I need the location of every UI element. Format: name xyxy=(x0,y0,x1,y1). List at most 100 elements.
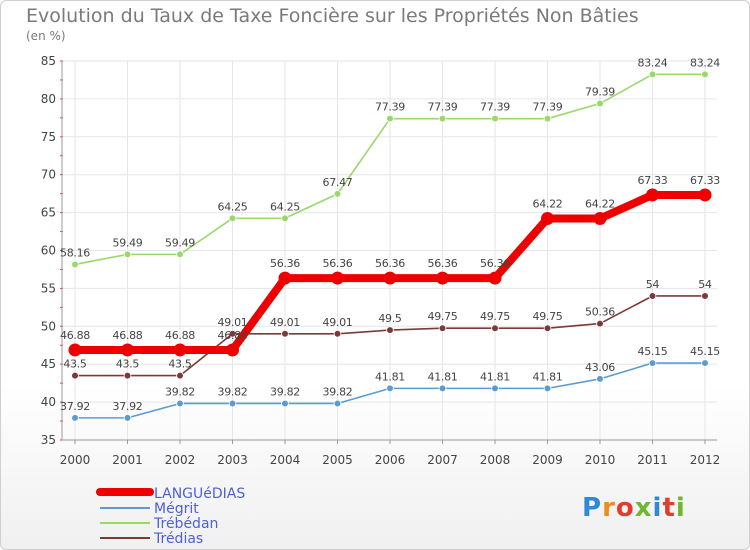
data-label-languedias-2003: 46.88 xyxy=(218,329,248,342)
data-label-megrit-2001: 37.92 xyxy=(113,400,143,413)
data-label-languedias-2009: 64.22 xyxy=(533,198,563,211)
series-languedias xyxy=(68,188,712,357)
data-label-trebedan-2000: 58.16 xyxy=(60,246,90,259)
data-label-trebedan-2010: 79.39 xyxy=(585,86,615,99)
x-tick-label-2006: 2006 xyxy=(375,453,406,467)
legend-label-languedias: LANGUéDIAS xyxy=(154,486,245,502)
point-megrit-2000 xyxy=(71,414,79,422)
data-label-megrit-2012: 45.15 xyxy=(690,345,720,358)
point-tredias-2002 xyxy=(176,371,184,380)
x-tick-label-2002: 2002 xyxy=(165,453,196,467)
logo-text: Proxiti xyxy=(582,493,686,523)
point-megrit-2010 xyxy=(596,375,604,383)
data-label-megrit-2009: 41.81 xyxy=(533,370,563,383)
point-languedias-2002 xyxy=(173,343,187,357)
axes: 35 40 45 50 55 60 65 70 75 80 85 2000 2001 2002 2003 20… xyxy=(41,54,721,467)
y-tick-label-85: 85 xyxy=(41,54,56,68)
data-label-languedias-2004: 56.36 xyxy=(270,257,300,270)
data-label-tredias-2003: 49.01 xyxy=(218,316,248,329)
point-trebedan-2008 xyxy=(491,114,499,123)
chart-subtitle: (en %) xyxy=(26,29,66,43)
point-trebedan-2012 xyxy=(701,70,709,79)
data-label-languedias-2007: 56.36 xyxy=(428,257,458,270)
y-tick-label-65: 65 xyxy=(41,206,56,220)
point-megrit-2012 xyxy=(701,359,709,367)
point-tredias-2000 xyxy=(71,371,79,380)
legend-label-trebedan: Trébédan xyxy=(153,516,218,532)
point-megrit-2008 xyxy=(491,384,499,393)
point-languedias-2008 xyxy=(488,271,502,285)
data-label-trebedan-2002: 59.49 xyxy=(165,236,195,249)
data-label-megrit-2002: 39.82 xyxy=(165,385,195,398)
point-languedias-2004 xyxy=(278,271,292,285)
point-languedias-2001 xyxy=(121,343,134,357)
series-tredias xyxy=(71,292,709,380)
series-trebedan xyxy=(71,70,709,269)
y-tick-label-45: 45 xyxy=(41,357,56,371)
y-tick-label-70: 70 xyxy=(41,168,56,182)
point-megrit-2001 xyxy=(123,414,132,422)
point-tredias-2006 xyxy=(386,326,394,334)
data-label-megrit-2005: 39.82 xyxy=(323,385,353,398)
y-tick-label-50: 50 xyxy=(41,319,56,333)
point-megrit-2003 xyxy=(228,399,237,408)
y-tick-label-75: 75 xyxy=(41,130,56,144)
logo-letter: o xyxy=(616,493,635,523)
data-label-megrit-2006: 41.81 xyxy=(375,370,405,383)
point-languedias-2009 xyxy=(541,212,554,226)
point-languedias-2005 xyxy=(331,271,344,285)
logo-letter: i xyxy=(676,493,686,523)
proxiti-logo: Proxiti xyxy=(582,493,686,523)
point-tredias-2007 xyxy=(438,324,447,332)
point-languedias-2007 xyxy=(436,271,449,285)
x-tick-label-2000: 2000 xyxy=(60,453,91,467)
point-trebedan-2004 xyxy=(281,214,289,223)
data-label-megrit-2004: 39.82 xyxy=(270,385,300,398)
logo-letter: P xyxy=(582,493,602,523)
point-megrit-2002 xyxy=(176,399,184,408)
data-label-trebedan-2008: 77.39 xyxy=(480,101,510,114)
x-tick-label-2005: 2005 xyxy=(322,453,353,467)
data-label-tredias-2009: 49.75 xyxy=(533,310,563,323)
y-tick-label-80: 80 xyxy=(41,92,56,106)
data-label-megrit-2000: 37.92 xyxy=(60,400,90,413)
point-tredias-2012 xyxy=(701,292,709,300)
data-label-megrit-2011: 45.15 xyxy=(638,345,668,358)
point-trebedan-2005 xyxy=(333,190,342,198)
x-tick-label-2011: 2011 xyxy=(637,453,668,467)
data-label-megrit-2010: 43.06 xyxy=(585,361,615,374)
legend: LANGUéDIAS Mégrit Trébédan Trédias xyxy=(96,486,245,547)
point-languedias-2010 xyxy=(593,212,607,226)
data-label-tredias-2010: 50.36 xyxy=(585,306,615,319)
x-tick-label-2009: 2009 xyxy=(532,453,563,467)
logo-letter: t xyxy=(662,493,675,523)
point-megrit-2007 xyxy=(438,384,447,393)
point-tredias-2009 xyxy=(543,324,552,332)
data-label-languedias-2002: 46.88 xyxy=(165,329,195,342)
point-trebedan-2002 xyxy=(176,250,184,259)
logo-letter: i xyxy=(653,493,663,523)
point-languedias-2000 xyxy=(68,343,82,357)
point-megrit-2005 xyxy=(333,399,342,408)
point-megrit-2009 xyxy=(543,384,552,393)
point-languedias-2012 xyxy=(698,188,712,202)
point-languedias-2003 xyxy=(226,343,239,357)
point-trebedan-2003 xyxy=(228,214,237,223)
x-tick-label-2012: 2012 xyxy=(690,453,721,467)
data-label-trebedan-2004: 64.25 xyxy=(270,200,300,213)
data-label-languedias-2011: 67.33 xyxy=(638,174,668,187)
point-trebedan-2009 xyxy=(543,114,552,123)
point-tredias-2001 xyxy=(123,371,132,380)
x-tick-label-2001: 2001 xyxy=(112,453,143,467)
point-trebedan-2001 xyxy=(123,250,132,259)
data-label-languedias-2001: 46.88 xyxy=(113,329,143,342)
point-megrit-2006 xyxy=(386,384,394,393)
point-megrit-2004 xyxy=(281,399,289,408)
legend-label-tredias: Trédias xyxy=(153,531,203,547)
data-label-tredias-2001: 43.5 xyxy=(116,358,140,371)
logo-letter: r xyxy=(602,493,616,523)
data-label-trebedan-2003: 64.25 xyxy=(218,200,248,213)
data-label-trebedan-2009: 77.39 xyxy=(533,101,563,114)
point-tredias-2005 xyxy=(333,330,342,338)
